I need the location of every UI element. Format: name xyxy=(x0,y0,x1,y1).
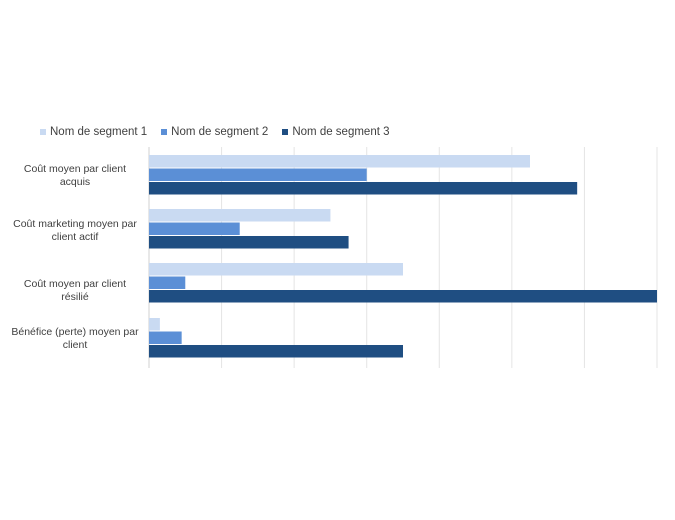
legend-item-segment-1[interactable]: Nom de segment 1 xyxy=(40,126,147,138)
bar-2-segment-1[interactable] xyxy=(149,209,331,222)
legend-swatch-segment-3 xyxy=(282,129,289,135)
bar-1-segment-1[interactable] xyxy=(149,155,530,168)
bar-3-segment-3[interactable] xyxy=(149,290,657,303)
bar-4-segment-3[interactable] xyxy=(149,345,403,358)
legend-label-segment-1: Nom de segment 1 xyxy=(50,126,148,138)
bar-4-segment-1[interactable] xyxy=(149,318,160,331)
category-label-cout-marketing: Coût marketing moyen par client actif xyxy=(13,218,137,243)
bar-3-segment-2[interactable] xyxy=(149,276,186,290)
legend: Nom de segment 1 Nom de segment 2 Nom de… xyxy=(40,126,390,138)
bar-1-segment-3[interactable] xyxy=(149,182,578,195)
bar-4-segment-2[interactable] xyxy=(149,331,182,345)
legend-swatch-segment-2 xyxy=(161,129,168,135)
legend-label-segment-2: Nom de segment 2 xyxy=(171,126,269,138)
category-label-cout-resilie: Coût moyen par client résilié xyxy=(23,278,127,303)
legend-swatch-segment-1 xyxy=(40,129,46,135)
bar-2-segment-2[interactable] xyxy=(149,222,240,236)
legend-item-segment-3[interactable]: Nom de segment 3 xyxy=(282,126,390,138)
category-label-benefice: Bénéfice (perte) moyen par client xyxy=(11,326,139,351)
bar-1-segment-2[interactable] xyxy=(149,168,367,182)
legend-item-segment-2[interactable]: Nom de segment 2 xyxy=(161,126,268,138)
category-label-cout-acquis: Coût moyen par client acquis xyxy=(23,163,127,188)
bar-3-segment-1[interactable] xyxy=(149,263,403,276)
bar-2-segment-3[interactable] xyxy=(149,236,349,249)
legend-label-segment-3: Nom de segment 3 xyxy=(292,126,390,138)
